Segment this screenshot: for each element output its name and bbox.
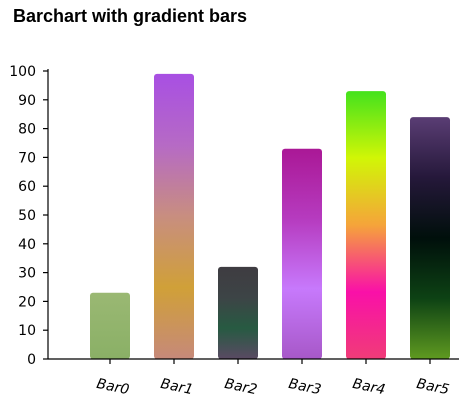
bar-bar5 (410, 117, 450, 359)
y-tick-label: 90 (18, 93, 36, 109)
x-tick-label: Bar4 (351, 376, 386, 398)
x-tick-label: Bar1 (159, 376, 194, 398)
bar-bar1 (154, 73, 194, 359)
x-tick-label: Bar5 (415, 376, 451, 398)
y-tick-label: 20 (18, 294, 36, 310)
bar-bar0 (90, 292, 130, 359)
bar-bar2 (218, 266, 258, 359)
x-axis: Bar0 Bar1 Bar2 Bar3 Bar4 Bar5 (48, 358, 459, 398)
bar-bar3 (282, 148, 322, 359)
y-tick-label: 0 (27, 352, 36, 368)
bars (90, 73, 450, 359)
y-tick-label: 80 (18, 122, 36, 138)
y-tick-label: 40 (18, 237, 36, 253)
bar-bar4 (346, 91, 386, 359)
y-tick-label: 50 (18, 208, 36, 224)
y-tick-label: 10 (18, 323, 36, 339)
y-tick-label: 100 (9, 64, 36, 80)
y-tick-label: 60 (18, 179, 36, 195)
y-axis: 0 10 20 30 40 50 60 70 80 90 100 (9, 64, 49, 368)
y-tick-label: 70 (18, 150, 36, 166)
x-tick-label: Bar0 (95, 376, 131, 398)
x-tick-label: Bar3 (287, 376, 322, 398)
y-tick-label: 30 (18, 266, 36, 282)
chart-title: Barchart with gradient bars (13, 6, 248, 26)
x-tick-label: Bar2 (223, 376, 259, 398)
